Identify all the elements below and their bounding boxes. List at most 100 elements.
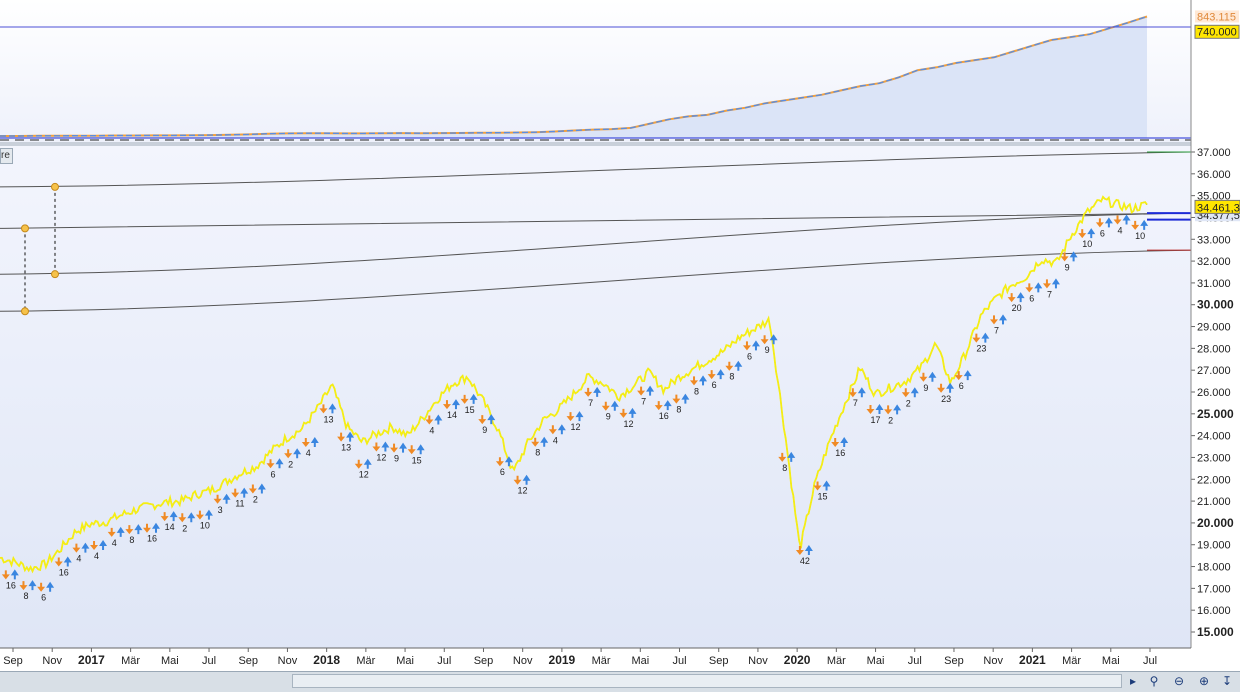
sell-arrow-icon (937, 383, 946, 393)
buy-arrow-icon (734, 360, 743, 371)
buy-arrow-icon (28, 580, 37, 591)
sell-arrow-icon (901, 388, 910, 398)
sell-arrow-icon (425, 415, 434, 425)
sell-arrow-icon (566, 412, 575, 422)
main-y-tick-label: 26.000 (1197, 387, 1231, 399)
buy-arrow-icon (857, 387, 866, 398)
signal-markers: 16 8 6 16 4 4 4 8 16 14 2 10 3 11 2 6 2 4 13 13 12 12 9 15 4 14 15… (1, 214, 1149, 603)
signal-count-label: 23 (941, 394, 951, 404)
main-y-axis: 37.00036.00035.00034.00033.00032.00031.0… (1191, 147, 1240, 639)
date-tick-label: Nov (278, 655, 298, 667)
sell-arrow-icon (584, 387, 593, 397)
buy-arrow-icon (946, 382, 955, 393)
signal-count-label: 4 (306, 448, 311, 458)
sell-arrow-icon (795, 546, 804, 555)
main-y-tick-label: 17.000 (1197, 583, 1231, 595)
sell-arrow-icon (707, 370, 716, 380)
regression-curve[interactable] (0, 151, 1192, 188)
buy-arrow-icon (822, 480, 831, 491)
date-tick-label: Mär (1062, 655, 1081, 667)
signal-count-label: 6 (271, 469, 276, 479)
buy-arrow-icon (504, 456, 513, 467)
sell-arrow-icon (866, 404, 875, 414)
price-line (0, 195, 1148, 574)
signal-count-label: 2 (182, 523, 187, 533)
sell-arrow-icon (407, 445, 416, 455)
buy-arrow-icon (399, 442, 408, 453)
date-tick-label: Mai (161, 655, 179, 667)
main-y-tick-label: 30.000 (1197, 298, 1234, 312)
date-tick-label: Jul (202, 655, 216, 667)
top-price-line-blue (0, 15, 1148, 137)
sell-arrow-icon (1042, 279, 1051, 289)
regression-curve[interactable] (0, 212, 1192, 275)
sell-arrow-icon (107, 527, 116, 537)
main-y-tick-label: 18.000 (1197, 562, 1231, 574)
buy-arrow-icon (10, 569, 19, 580)
sell-arrow-icon (725, 361, 734, 371)
main-y-tick-label: 25.000 (1197, 407, 1234, 421)
sell-arrow-icon (548, 425, 557, 435)
sell-arrow-icon (601, 401, 610, 411)
main-y-tick-label: 35.000 (1197, 191, 1231, 203)
side-tab[interactable]: re (0, 148, 13, 164)
zoom-fit-icon[interactable]: ⚲ (1149, 674, 1159, 688)
buy-arrow-icon (522, 474, 531, 485)
sell-arrow-icon (442, 400, 451, 410)
date-tick-label: Jul (1143, 655, 1157, 667)
buy-arrow-icon (310, 437, 319, 448)
buy-arrow-icon (699, 375, 708, 386)
scroll-end-icon[interactable]: ↧ (1221, 674, 1233, 688)
curve-handle[interactable] (21, 307, 29, 316)
buy-arrow-icon (1104, 217, 1113, 228)
curve-handles[interactable] (21, 182, 59, 316)
sell-arrow-icon (54, 557, 63, 567)
buy-arrow-icon (240, 487, 249, 498)
buy-arrow-icon (540, 436, 549, 447)
sell-arrow-icon (972, 333, 981, 343)
buy-arrow-icon (646, 385, 655, 396)
scroll-right-icon[interactable]: ▸ (1129, 674, 1137, 688)
signal-count-label: 10 (200, 521, 210, 531)
signal-count-label: 6 (1100, 228, 1105, 238)
signal-count-label: 8 (676, 405, 681, 415)
date-tick-label: 2020 (784, 653, 811, 667)
buy-arrow-icon (487, 414, 496, 425)
sell-arrow-icon (813, 481, 822, 491)
main-y-tick-label: 28.000 (1197, 343, 1231, 355)
curve-handle[interactable] (51, 270, 59, 279)
main-y-tick-label: 19.000 (1197, 540, 1231, 552)
signal-count-label: 12 (571, 422, 581, 432)
zoom-out-icon[interactable]: ⊖ (1173, 674, 1185, 688)
sell-arrow-icon (654, 401, 663, 411)
sell-arrow-icon (231, 488, 240, 498)
curve-handle[interactable] (21, 224, 29, 233)
signal-count-label: 4 (1118, 225, 1123, 235)
buy-arrow-icon (1140, 219, 1149, 230)
sell-arrow-icon (478, 415, 487, 425)
sell-arrow-icon (195, 510, 204, 520)
sell-arrow-icon (160, 512, 169, 522)
curve-handle[interactable] (51, 182, 59, 191)
signal-count-label: 12 (518, 486, 528, 496)
sell-arrow-icon (1025, 283, 1034, 293)
main-y-tick-label: 24.000 (1197, 431, 1231, 443)
sell-arrow-icon (919, 372, 928, 382)
scroll-thumb[interactable] (292, 674, 1122, 688)
signal-count-label: 13 (323, 414, 333, 424)
date-tick-label: Jul (672, 655, 686, 667)
signal-count-label: 3 (218, 505, 223, 515)
buy-arrow-icon (451, 399, 460, 410)
sell-arrow-icon (266, 459, 275, 469)
date-tick-label: Nov (42, 655, 62, 667)
regression-curve[interactable] (0, 249, 1192, 312)
buy-arrow-icon (363, 458, 372, 469)
zoom-in-icon[interactable]: ⊕ (1198, 674, 1210, 688)
buy-arrow-icon (787, 451, 796, 462)
sell-arrow-icon (337, 432, 346, 442)
date-tick-label: Mär (356, 655, 375, 667)
signal-count-label: 8 (23, 591, 28, 601)
date-tick-label: Mai (867, 655, 885, 667)
panel-divider[interactable] (0, 142, 1191, 146)
signal-count-label: 9 (1065, 262, 1070, 272)
